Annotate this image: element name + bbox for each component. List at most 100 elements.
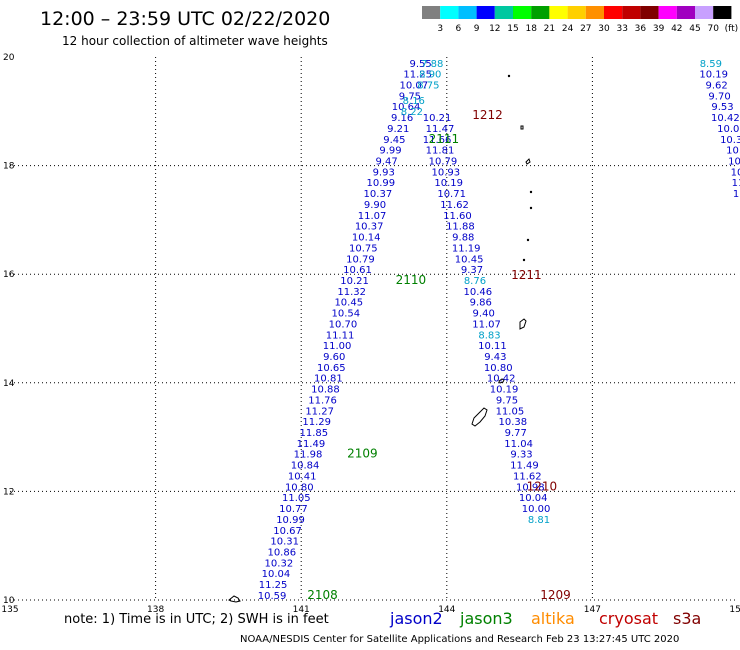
x-tick-label: 147 (584, 605, 601, 615)
data-label-jason2: 10.38 (498, 417, 527, 428)
data-label-jason2: 11.62 (513, 471, 542, 482)
scale-swatch (622, 6, 641, 19)
data-label-jason3: 8.81 (528, 515, 550, 526)
data-label-jason2: 10.00 (522, 504, 551, 515)
data-label-jason2: 11.27 (305, 406, 334, 417)
data-label-jason2: 10.41 (288, 471, 317, 482)
data-label-jason2: 1( (733, 189, 740, 200)
x-tick-label: 150 (729, 605, 740, 615)
x-tick-label: 138 (147, 605, 164, 615)
data-label-jason2: 9.55 (409, 59, 431, 70)
data-label-jason2: 10.79 (429, 157, 458, 168)
island-outline (520, 125, 524, 130)
scale-label: 12 (489, 24, 500, 34)
data-label-jason2: 10.14 (352, 233, 381, 244)
data-label-jason2: 10.81 (314, 374, 343, 385)
scale-swatch (422, 6, 441, 19)
scale-label: 36 (635, 24, 647, 34)
legend-s3a: s3a (673, 609, 702, 628)
scale-label: 33 (616, 24, 627, 34)
island-outline (498, 378, 505, 384)
data-label-jason2: 10.42 (487, 374, 516, 385)
scale-label: 27 (580, 24, 591, 34)
data-label-jason3: 8.83 (478, 330, 500, 341)
data-label-jason2: 10.42 (711, 113, 740, 124)
legend-jason2: jason2 (390, 609, 443, 628)
scale-label: 45 (689, 24, 700, 34)
color-scale: 3 6 9 12 15 18 21 24 27 30 33 36 39 42 45 70 (ft) (422, 6, 739, 34)
pass-label: 2108 (307, 588, 338, 602)
page-title: 12:00 – 23:59 UTC 02/22/2020 (40, 8, 331, 30)
data-label-jason2: 11.00 (323, 341, 352, 352)
data-label-jason2: 10.19 (490, 385, 519, 396)
data-label-jason2: 11.19 (452, 243, 481, 254)
data-label-jason2: 10. (728, 157, 740, 168)
data-label-jason2: 9.60 (323, 352, 345, 363)
scale-label: 9 (474, 24, 480, 34)
data-label-jason2: 10.99 (366, 178, 395, 189)
data-label-jason2: 11.47 (426, 124, 455, 135)
data-label-jason2: 10.54 (332, 309, 361, 320)
data-label-jason2: 10.79 (346, 254, 375, 265)
scale-swatch (567, 6, 586, 19)
data-label-jason2: 10.21 (340, 276, 369, 287)
data-label-jason2: 11.07 (472, 319, 501, 330)
data-label-jason2: 11.07 (358, 211, 387, 222)
data-label-jason2: 11.25 (259, 580, 288, 591)
data-label-jason2: 11.49 (510, 461, 539, 472)
y-tick-label: 20 (3, 53, 15, 63)
pass-label: 2110 (396, 273, 427, 287)
data-label-jason2: 10.0 (717, 124, 739, 135)
scale-swatch (458, 6, 477, 19)
page-subtitle: 12 hour collection of altimeter wave hei… (62, 34, 328, 48)
scale-swatch (549, 6, 568, 19)
data-label-jason2: 9.70 (708, 91, 730, 102)
data-label-jason2: 11.62 (440, 200, 469, 211)
data-label-jason2: 11 (732, 178, 740, 189)
data-label-jason3: 8.59 (700, 59, 722, 70)
y-tick-label: 10 (3, 596, 15, 606)
scale-label: 30 (598, 24, 610, 34)
y-tick-label: 14 (3, 379, 15, 389)
island-dot (529, 206, 533, 210)
x-tick-label: 135 (1, 605, 18, 615)
scale-label: 42 (671, 24, 682, 34)
data-label-jason2: 11.66 (423, 135, 452, 146)
data-label-jason3: 8.75 (417, 80, 439, 91)
data-label-jason2: 9.47 (375, 157, 397, 168)
y-tick-label: 16 (3, 270, 15, 280)
data-label-jason2: 10.37 (355, 222, 384, 233)
data-label-jason2: 10.04 (519, 493, 548, 504)
data-label-jason2: 10.45 (455, 254, 484, 265)
data-label-jason2: 10.65 (317, 363, 346, 374)
data-label-jason2: 10.98 (516, 482, 545, 493)
data-label-jason2: 10.31 (270, 537, 299, 548)
data-label-jason2: 9.45 (383, 135, 405, 146)
island-outline (525, 158, 531, 165)
data-label-jason2: 9.75 (399, 91, 421, 102)
data-label-jason2: 9.37 (461, 265, 483, 276)
data-label-jason3: 8.76 (464, 276, 486, 287)
data-label-jason2: 10.93 (432, 167, 461, 178)
data-label-jason2: 9.88 (452, 233, 474, 244)
scale-swatch (658, 6, 677, 19)
data-label-jason3: 8.90 (419, 70, 441, 81)
data-label-jason2: 9.99 (379, 146, 401, 157)
data-label-jason2: 11.85 (299, 428, 328, 439)
scale-label: (ft) (725, 24, 739, 34)
island-dot (529, 190, 533, 194)
data-label-jason2: 10.61 (343, 265, 372, 276)
scale-swatch (494, 6, 513, 19)
data-label-jason2: 10.75 (349, 243, 378, 254)
data-label-jason2: 9.16 (391, 113, 413, 124)
legend-jason3: jason3 (460, 609, 513, 628)
y-tick-label: 18 (3, 162, 15, 172)
scale-swatch (513, 6, 532, 19)
island-dot (522, 258, 526, 262)
data-label-jason2: 10.67 (273, 526, 302, 537)
x-tick-label: 141 (293, 605, 310, 615)
data-label-jason2: 9.93 (373, 167, 395, 178)
data-label-jason2: 11.81 (426, 146, 455, 157)
scale-label: 21 (544, 24, 555, 34)
scale-label: 15 (507, 24, 518, 34)
